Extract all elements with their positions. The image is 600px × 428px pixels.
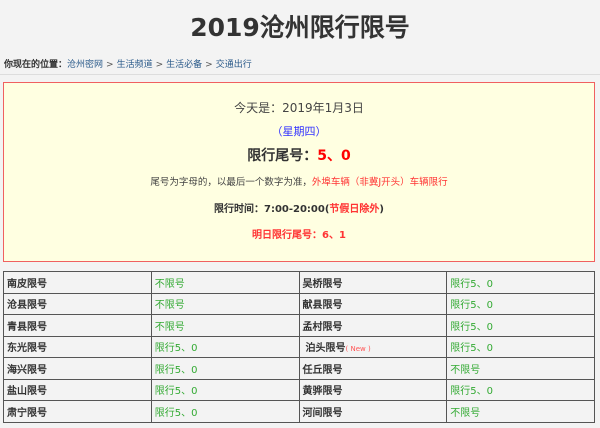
table-row: 盐山限号 限行5、0 黄骅限号 限行5、0	[3, 378, 595, 401]
county-restriction-table: 南皮限号 不限号 吴桥限号 限行5、0 沧县限号 不限号 献县限号 限行5、0 青县限号 不限号孟…	[3, 271, 595, 423]
county-label: 孟村限号	[302, 321, 343, 333]
breadcrumb-link[interactable]: 生活频道	[116, 60, 153, 70]
restriction-value: 限行5、0	[446, 314, 595, 337]
county-name: 东光限号	[3, 335, 152, 358]
restriction-value: 不限号	[446, 357, 595, 380]
county-name: 黄骅限号	[298, 378, 448, 401]
breadcrumb-link[interactable]: 交通出行	[215, 60, 252, 70]
county-label: 献县限号	[302, 300, 343, 312]
county-name: 孟村限号	[298, 314, 448, 337]
rule-text: 尾号为字母的，以最后一个数字为准，外埠车辆（非冀J开头）车辆限行	[150, 177, 448, 188]
restriction-value: 限行5、0	[150, 378, 300, 401]
weekday: （星期四）	[271, 125, 327, 138]
restriction-value: 限行5、0	[446, 292, 595, 315]
restriction-value: 不限号	[150, 292, 300, 315]
county-name: 泊头限号( New )	[298, 335, 448, 358]
county-label: 东光限号	[7, 343, 47, 355]
county-label: 吴桥限号	[302, 278, 343, 290]
county-label: 沧县限号	[7, 300, 47, 312]
county-name: 肃宁限号	[3, 400, 152, 423]
today-tail-numbers: 限行尾号：5、0	[247, 148, 351, 164]
table-row: 海兴限号 限行5、0 任丘限号 不限号	[3, 357, 595, 380]
county-name: 任丘限号	[298, 357, 448, 380]
county-label: 盐山限号	[7, 386, 47, 398]
tail-value: 5、0	[317, 148, 351, 164]
divider	[0, 74, 600, 75]
restriction-value: 限行5、0	[150, 357, 300, 380]
county-name: 青县限号	[3, 314, 152, 337]
county-name: 河间限号	[298, 400, 448, 423]
restriction-value: 不限号	[150, 271, 300, 294]
table-row: 东光限号 限行5、0 泊头限号( New ) 限行5、0	[3, 335, 595, 358]
restriction-value: 限行5、0	[446, 378, 595, 401]
table-row: 青县限号 不限号 孟村限号 限行5、0	[3, 314, 595, 337]
breadcrumb-label: 你现在的位置：	[4, 60, 68, 70]
table-row: 肃宁限号 限行5、0 河间限号 不限号	[3, 400, 595, 423]
county-label: 任丘限号	[302, 364, 343, 376]
county-name: 献县限号	[298, 292, 448, 315]
county-name: 海兴限号	[3, 357, 152, 380]
county-label: 肃宁限号	[7, 407, 47, 419]
new-badge: ( New )	[345, 345, 371, 354]
today-date: 今天是：2019年1月3日	[234, 101, 364, 115]
county-name: 沧县限号	[3, 292, 152, 315]
restriction-value: 限行5、0	[446, 335, 595, 358]
restriction-value: 不限号	[150, 314, 300, 337]
table-row: 沧县限号 不限号 献县限号 限行5、0	[3, 292, 595, 315]
table-row: 南皮限号 不限号 吴桥限号 限行5、0	[3, 271, 595, 294]
restriction-info-panel: 今天是：2019年1月3日 （星期四） 限行尾号：5、0 尾号为字母的，以最后一…	[3, 82, 595, 262]
breadcrumb-link[interactable]: 沧州密网	[67, 60, 104, 70]
restriction-value: 限行5、0	[446, 271, 595, 294]
restriction-value: 限行5、0	[150, 400, 300, 423]
page-title: 2019沧州限行限号	[190, 13, 410, 42]
breadcrumb-separator: >	[106, 60, 114, 70]
county-name: 盐山限号	[3, 378, 152, 401]
county-label: 海兴限号	[7, 364, 47, 376]
county-label: 南皮限号	[7, 278, 47, 290]
county-label: 黄骅限号	[302, 386, 343, 398]
county-name: 南皮限号	[3, 271, 152, 294]
county-label: 泊头限号	[305, 343, 346, 355]
tomorrow-tail-numbers: 明日限行尾号：6、1	[252, 230, 346, 241]
breadcrumb: 你现在的位置：沧州密网 > 生活频道 > 生活必备 > 交通出行	[4, 57, 252, 70]
breadcrumb-separator: >	[205, 60, 213, 70]
restriction-time: 限行时间：7:00-20:00(节假日除外)	[213, 204, 384, 215]
restriction-value: 限行5、0	[150, 335, 300, 358]
breadcrumb-separator: >	[155, 60, 164, 70]
county-label: 河间限号	[302, 407, 343, 419]
county-name: 吴桥限号	[298, 271, 448, 294]
county-label: 青县限号	[7, 321, 47, 333]
restriction-value: 不限号	[446, 400, 595, 423]
breadcrumb-link[interactable]: 生活必备	[166, 60, 203, 70]
